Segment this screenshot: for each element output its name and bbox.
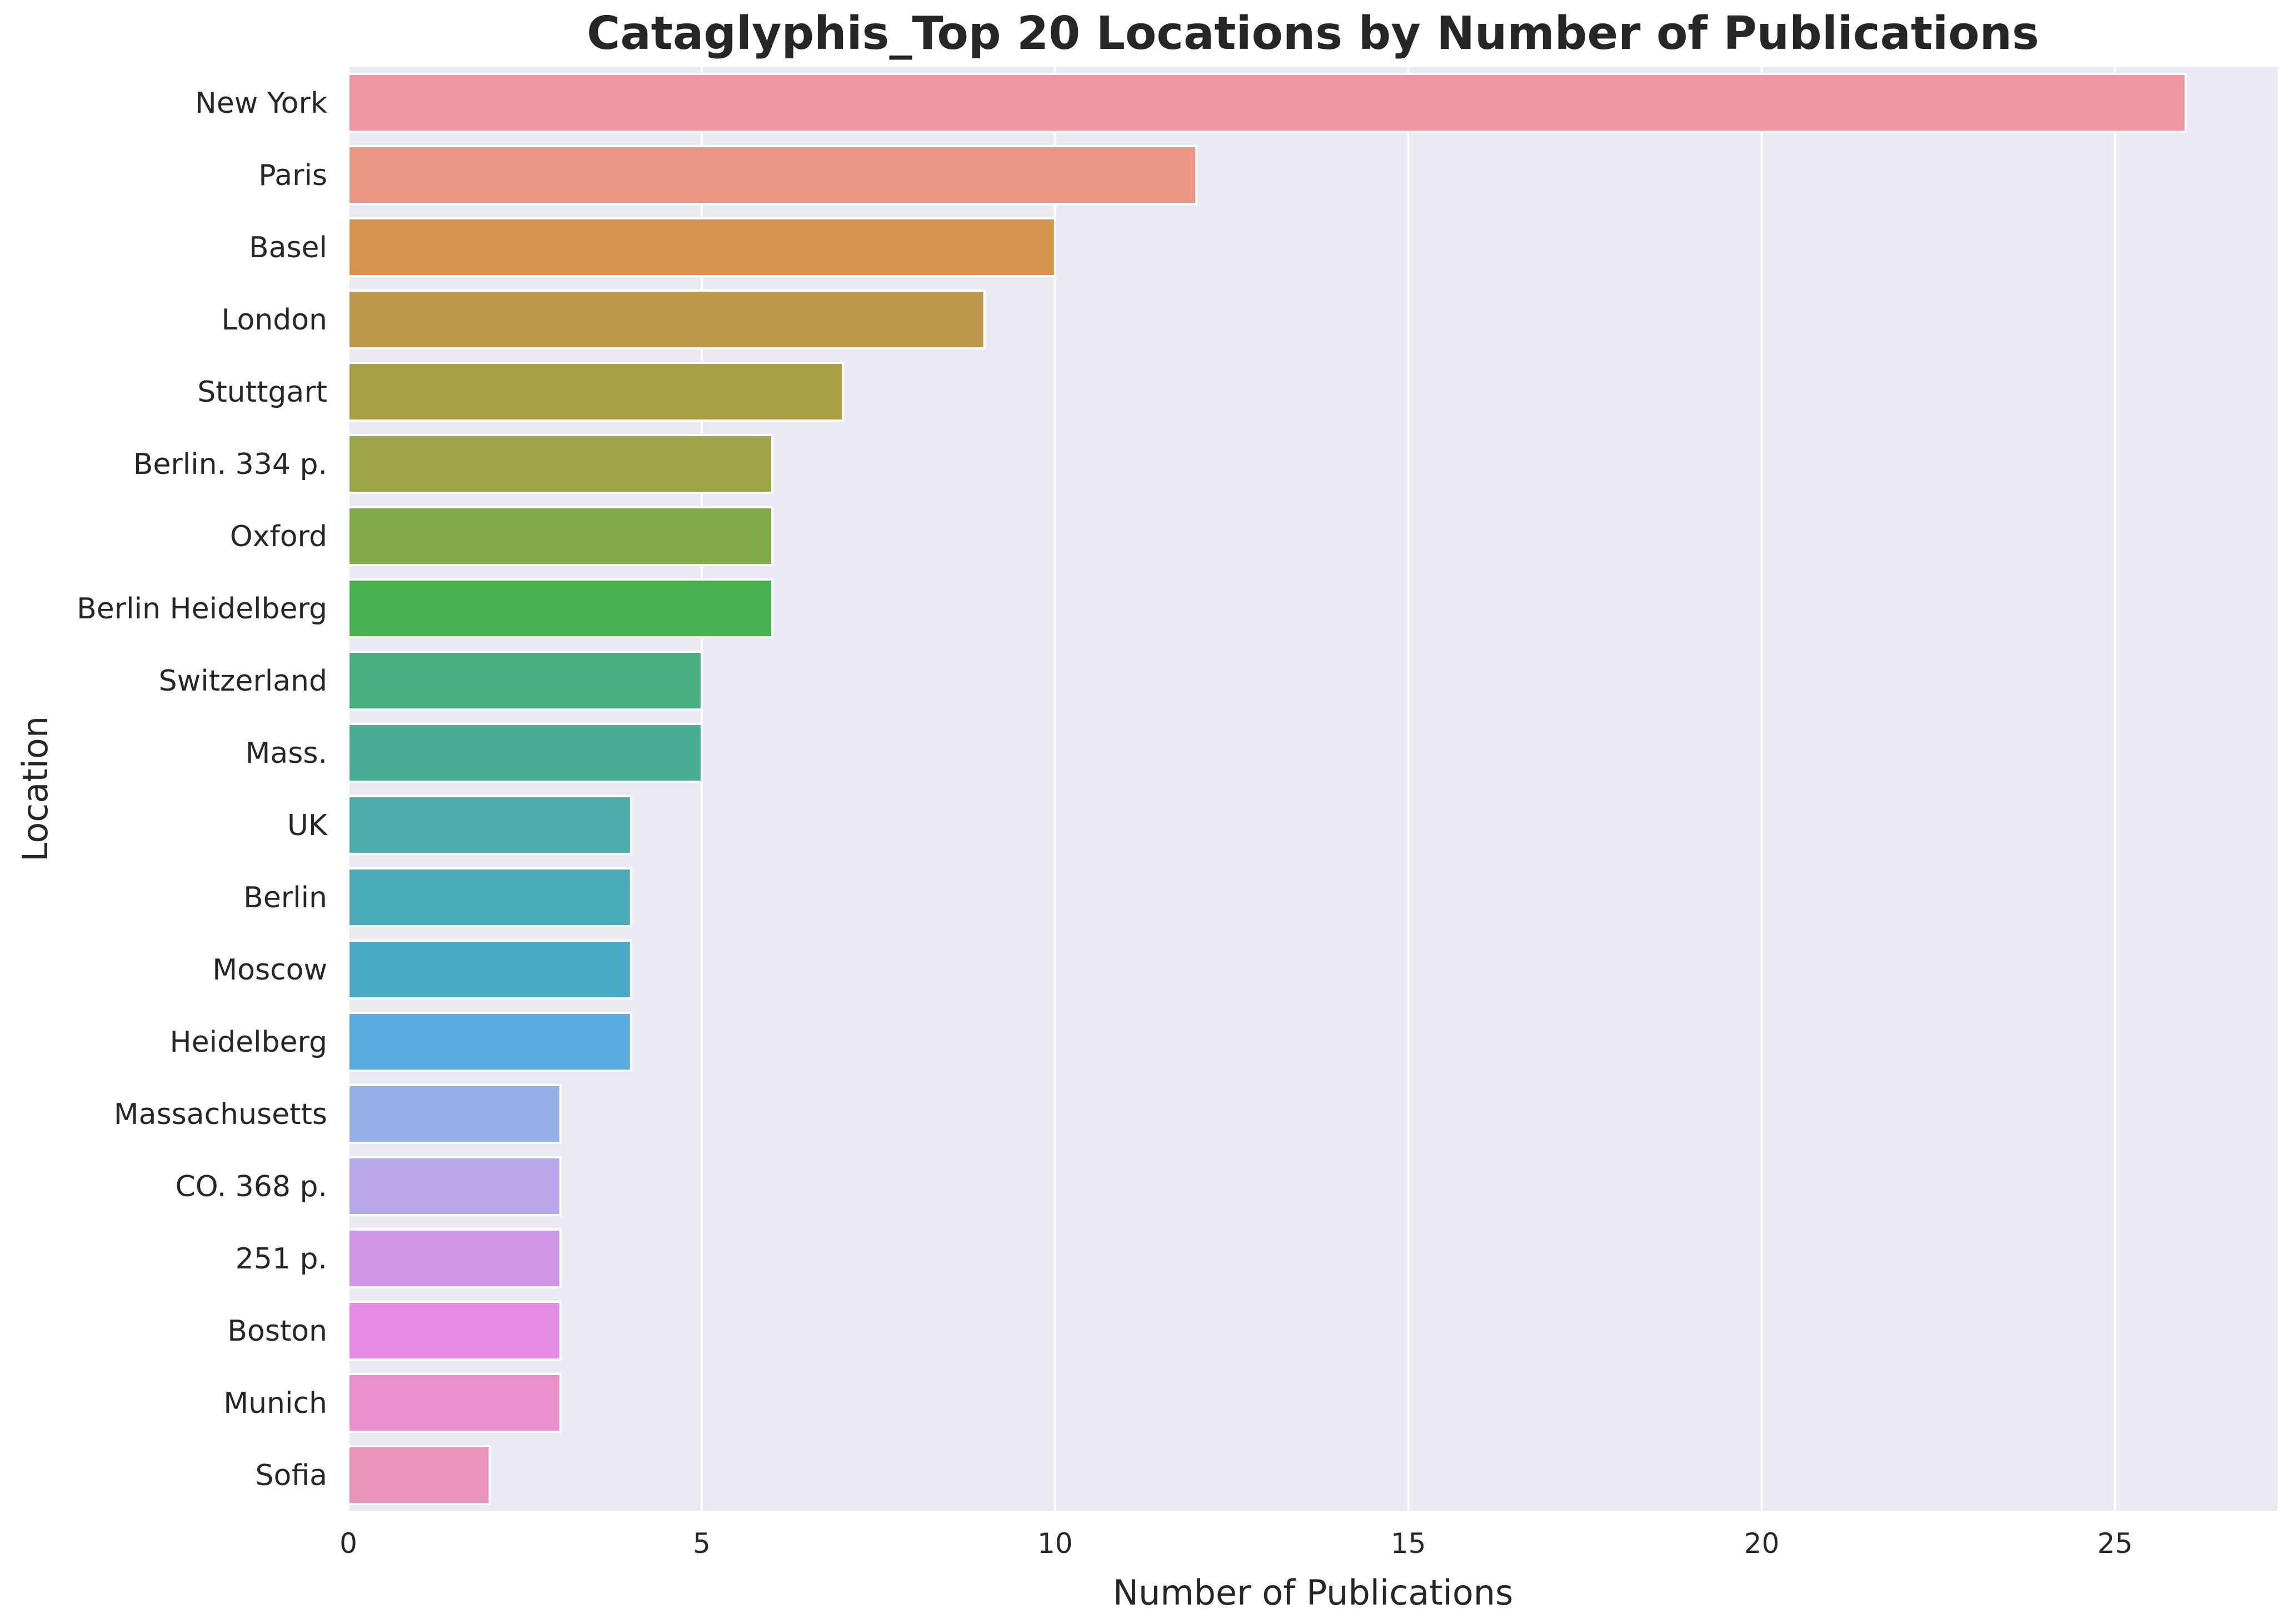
x-tick-label: 10 [1037, 1527, 1073, 1560]
category-label: 251 p. [236, 1242, 327, 1276]
bar [347, 723, 703, 783]
category-label: Switzerland [159, 664, 327, 698]
category-label: London [221, 303, 327, 337]
bar [347, 73, 2187, 133]
category-label: Berlin [243, 881, 327, 915]
y-axis-title: Location [15, 716, 56, 862]
bar [347, 434, 774, 494]
plot-area [348, 67, 2278, 1511]
chart-title: Cataglyphis_Top 20 Locations by Number o… [587, 7, 2039, 60]
category-label: Paris [258, 159, 327, 192]
bar [347, 289, 986, 349]
bar [347, 795, 632, 855]
category-label: Mass. [246, 737, 327, 770]
category-label: Berlin Heidelberg [77, 592, 327, 626]
x-tick-label: 20 [1744, 1527, 1780, 1560]
x-axis-title: Number of Publications [1113, 1572, 1514, 1613]
bar [347, 217, 1056, 277]
category-label: UK [287, 809, 328, 842]
category-labels: New York Paris Basel London Stuttgart Berlin.… [77, 87, 328, 1492]
category-label: Boston [227, 1315, 327, 1348]
category-label: CO. 368 p. [175, 1170, 327, 1203]
bars [347, 73, 2187, 1505]
bar [347, 1228, 562, 1288]
bar [347, 940, 632, 1000]
category-label: Heidelberg [170, 1026, 327, 1059]
category-label: Oxford [230, 520, 327, 553]
x-tick-label: 25 [2098, 1527, 2133, 1560]
bar [347, 1156, 562, 1216]
category-label: Massachusetts [114, 1098, 327, 1131]
bar [347, 1084, 562, 1144]
x-tick-label: 15 [1391, 1527, 1426, 1560]
bar [347, 145, 1198, 205]
bar [347, 1301, 562, 1361]
bar [347, 867, 632, 927]
x-tick-label: 5 [693, 1527, 711, 1560]
category-label: Moscow [212, 953, 327, 987]
category-label: Berlin. 334 p. [133, 448, 327, 481]
bar [347, 506, 774, 566]
category-label: Sofia [256, 1459, 327, 1492]
category-label: Basel [249, 231, 327, 264]
x-tick-label: 0 [339, 1527, 357, 1560]
bar [347, 578, 774, 638]
category-label: New York [195, 87, 327, 120]
bar [347, 1445, 491, 1505]
bar [347, 362, 845, 422]
bar [347, 651, 703, 711]
x-tick-labels: 0 5 10 15 20 25 [339, 1527, 2133, 1560]
bar [347, 1373, 562, 1433]
bar [347, 1012, 632, 1072]
category-label: Munich [223, 1387, 327, 1420]
category-label: Stuttgart [197, 376, 327, 409]
